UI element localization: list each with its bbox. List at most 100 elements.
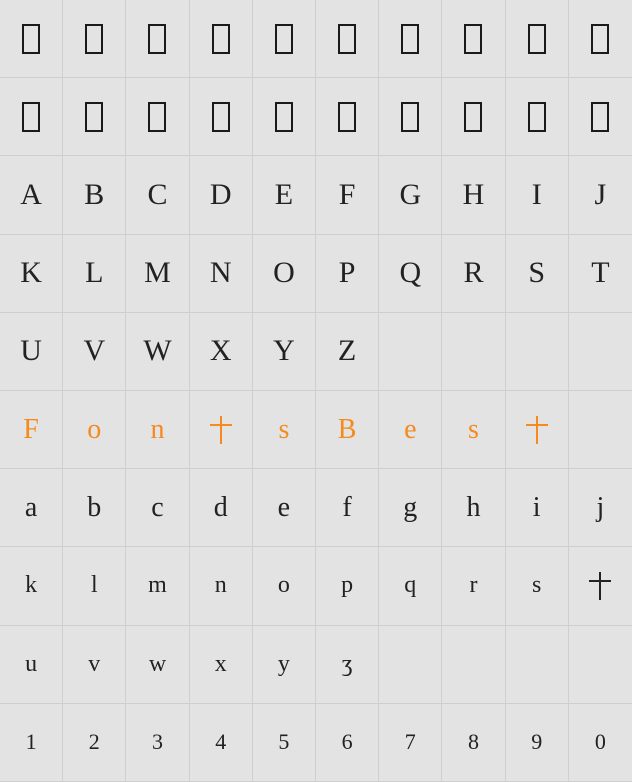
glyph-cell: l xyxy=(63,547,126,625)
glyph-char: j xyxy=(597,492,605,524)
glyph-cell xyxy=(569,313,632,391)
glyph-char: H xyxy=(463,178,485,212)
glyph-char: ʒ xyxy=(342,651,353,678)
glyph-char: 3 xyxy=(152,729,163,755)
glyph-cell: U xyxy=(0,313,63,391)
glyph-cell: H xyxy=(442,156,505,234)
glyph-cell: o xyxy=(253,547,316,625)
glyph-cell xyxy=(442,626,505,704)
glyph-char: 9 xyxy=(531,729,542,755)
glyph-cell: Z xyxy=(316,313,379,391)
glyph-cell: W xyxy=(126,313,189,391)
glyph-cell xyxy=(190,78,253,156)
glyph-cell: e xyxy=(253,469,316,547)
notdef-box xyxy=(338,24,356,54)
notdef-box xyxy=(401,102,419,132)
glyph-char: i xyxy=(533,492,541,524)
glyph-cell: Y xyxy=(253,313,316,391)
glyph-cell: 4 xyxy=(190,704,253,782)
glyph-cell: I xyxy=(506,156,569,234)
glyph-char: L xyxy=(85,256,103,290)
glyph-cell: 0 xyxy=(569,704,632,782)
glyph-char: Z xyxy=(338,334,356,368)
notdef-box xyxy=(85,24,103,54)
glyph-char: a xyxy=(25,492,37,524)
glyph-cell: n xyxy=(190,547,253,625)
glyph-cell: f xyxy=(316,469,379,547)
glyph-cell: D xyxy=(190,156,253,234)
glyph-char: O xyxy=(273,256,295,290)
glyph-cell: 9 xyxy=(506,704,569,782)
glyph-char: X xyxy=(210,334,232,368)
glyph-cell xyxy=(0,78,63,156)
glyph-char: p xyxy=(341,572,353,599)
glyph-cell: 7 xyxy=(379,704,442,782)
glyph-cell: N xyxy=(190,235,253,313)
glyph-cell: P xyxy=(316,235,379,313)
glyph-cell xyxy=(316,0,379,78)
glyph-char: B xyxy=(338,414,357,446)
glyph-char: T xyxy=(591,256,609,290)
glyph-char: Y xyxy=(273,334,295,368)
glyph-char: n xyxy=(150,414,164,446)
glyph-cell xyxy=(569,626,632,704)
glyph-char: w xyxy=(149,651,166,678)
glyph-cell xyxy=(379,313,442,391)
glyph-cell: d xyxy=(190,469,253,547)
notdef-box xyxy=(85,102,103,132)
glyph-char: I xyxy=(532,178,542,212)
glyph-cell: c xyxy=(126,469,189,547)
notdef-box xyxy=(212,102,230,132)
glyph-cell: m xyxy=(126,547,189,625)
glyph-cell: 2 xyxy=(63,704,126,782)
glyph-cell xyxy=(506,313,569,391)
glyph-cell: v xyxy=(63,626,126,704)
glyph-cell: o xyxy=(63,391,126,469)
glyph-char: 6 xyxy=(342,729,353,755)
glyph-char: R xyxy=(463,256,483,290)
glyph-char: S xyxy=(528,256,545,290)
glyph-cell: 8 xyxy=(442,704,505,782)
glyph-cell: X xyxy=(190,313,253,391)
glyph-cell xyxy=(506,78,569,156)
glyph-cell: A xyxy=(0,156,63,234)
glyph-char: y xyxy=(278,651,290,678)
glyph-char: r xyxy=(469,572,477,599)
glyph-cell: g xyxy=(379,469,442,547)
glyph-cell xyxy=(0,0,63,78)
glyph-cell: ʒ xyxy=(316,626,379,704)
glyph-char: D xyxy=(210,178,232,212)
glyph-char: 4 xyxy=(215,729,226,755)
glyph-char: h xyxy=(466,492,480,524)
glyph-cell: S xyxy=(506,235,569,313)
notdef-box xyxy=(591,24,609,54)
glyph-cell: b xyxy=(63,469,126,547)
glyph-cell: M xyxy=(126,235,189,313)
glyph-char: f xyxy=(342,492,351,524)
glyph-cell xyxy=(253,78,316,156)
notdef-box xyxy=(275,102,293,132)
glyph-cell: F xyxy=(316,156,379,234)
notdef-box xyxy=(528,24,546,54)
glyph-cell xyxy=(379,626,442,704)
glyph-cell xyxy=(190,391,253,469)
glyph-char: e xyxy=(404,414,416,446)
glyph-cell: O xyxy=(253,235,316,313)
glyph-cell: u xyxy=(0,626,63,704)
glyph-cell: 1 xyxy=(0,704,63,782)
glyph-cell xyxy=(190,0,253,78)
glyph-cell xyxy=(442,0,505,78)
glyph-cell: s xyxy=(506,547,569,625)
glyph-cell xyxy=(569,391,632,469)
glyph-char: B xyxy=(84,178,104,212)
glyph-cell xyxy=(506,626,569,704)
glyph-char: s xyxy=(468,414,479,446)
glyph-char: k xyxy=(25,572,37,599)
glyph-char: e xyxy=(278,492,290,524)
glyph-cell xyxy=(253,0,316,78)
glyph-cell: e xyxy=(379,391,442,469)
glyph-cell: n xyxy=(126,391,189,469)
glyph-char: q xyxy=(404,572,416,599)
glyph-char: 8 xyxy=(468,729,479,755)
notdef-box xyxy=(528,102,546,132)
